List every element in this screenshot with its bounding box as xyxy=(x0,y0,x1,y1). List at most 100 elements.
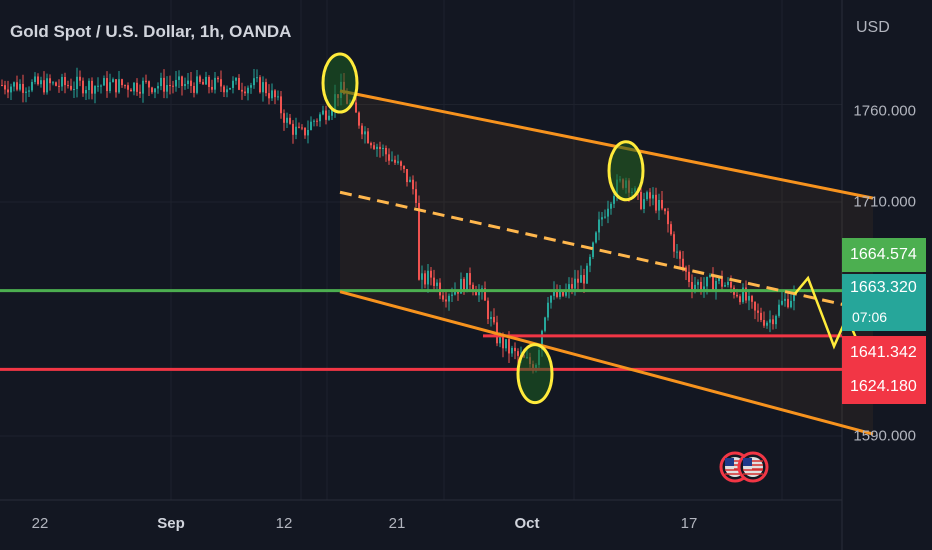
candle-body xyxy=(475,290,477,296)
candle-body xyxy=(763,319,765,326)
candle-body xyxy=(289,117,291,124)
candle-body xyxy=(760,312,762,320)
candle-body xyxy=(67,85,69,87)
candle-body xyxy=(307,129,309,136)
candle-body xyxy=(613,196,615,204)
candle-body xyxy=(586,265,588,284)
candle-body xyxy=(433,277,435,286)
candle-body xyxy=(247,87,249,94)
candle-body xyxy=(730,281,732,288)
candle-body xyxy=(418,202,420,280)
candle-body xyxy=(547,302,549,318)
candle-body xyxy=(235,77,237,81)
candle-body xyxy=(598,219,600,233)
last-price-label[interactable]: 1663.320 xyxy=(842,274,926,331)
candle-body xyxy=(595,232,597,243)
swing-low-marker xyxy=(516,343,554,405)
candle-body xyxy=(205,76,207,85)
candle-body xyxy=(580,275,582,283)
candle-body xyxy=(121,79,123,86)
flag-canton xyxy=(743,458,752,466)
candle-body xyxy=(196,76,198,93)
symbol-title[interactable]: Gold Spot / U.S. Dollar, 1h, OANDA xyxy=(10,22,292,41)
channel-fill xyxy=(340,90,873,435)
candle-body xyxy=(400,161,402,166)
candle-body xyxy=(652,194,654,199)
candle-body xyxy=(640,191,642,209)
candle-body xyxy=(310,121,312,130)
candle-body xyxy=(250,85,252,88)
candle-body xyxy=(31,81,33,91)
candle-body xyxy=(544,317,546,331)
candle-body xyxy=(487,300,489,320)
candle-body xyxy=(106,78,108,92)
candle-body xyxy=(220,79,222,87)
red-level-1-price-label[interactable]: 1641.342 xyxy=(842,336,926,370)
candle-body xyxy=(319,114,321,122)
candle-body xyxy=(406,168,408,183)
candle-body xyxy=(415,189,417,203)
candle-body xyxy=(691,281,693,290)
candle-body xyxy=(442,295,444,300)
candle-body xyxy=(568,284,570,290)
candle-body xyxy=(601,217,603,220)
candle-body xyxy=(109,82,111,92)
channel-upper-line xyxy=(339,89,874,200)
candle-body xyxy=(541,330,543,351)
green-level-price-label[interactable]: 1664.574 xyxy=(842,238,926,272)
candle-body xyxy=(7,89,9,93)
candle-body xyxy=(175,79,177,87)
candle-body xyxy=(184,84,186,87)
candle-body xyxy=(721,276,723,287)
candle-body xyxy=(136,82,138,92)
candle-body xyxy=(508,339,510,354)
candle-body xyxy=(28,90,30,92)
candle-body xyxy=(97,85,99,87)
candle-body xyxy=(277,96,279,98)
candle-body xyxy=(85,89,87,94)
candle-body xyxy=(70,85,72,90)
red-level-2-price-label[interactable]: 1624.180 xyxy=(842,370,926,404)
candle-body xyxy=(157,86,159,89)
candle-body xyxy=(502,335,504,349)
candle-body xyxy=(355,102,357,113)
candle-body xyxy=(562,290,564,296)
candle-body xyxy=(1,85,3,86)
candle-body xyxy=(394,159,396,163)
candle-body xyxy=(190,80,192,86)
candle-body xyxy=(127,85,129,90)
candle-body xyxy=(709,274,711,277)
candle-body xyxy=(298,126,300,128)
candle-body xyxy=(649,192,651,199)
candle-body xyxy=(646,192,648,200)
candle-body xyxy=(643,199,645,209)
candle-body xyxy=(160,77,162,87)
candle-body xyxy=(379,146,381,150)
candle-body xyxy=(256,77,258,79)
candle-body xyxy=(82,80,84,94)
candle-body xyxy=(94,86,96,94)
currency-label: USD xyxy=(856,19,890,36)
candle-body xyxy=(274,90,276,98)
candle-body xyxy=(46,78,48,93)
candle-body xyxy=(403,165,405,169)
candle-body xyxy=(412,179,414,190)
candle-body xyxy=(514,347,516,352)
candle-body xyxy=(181,76,183,87)
candle-body xyxy=(172,85,174,87)
swing-high-marker xyxy=(321,52,359,114)
candle-body xyxy=(658,199,660,211)
candle-body xyxy=(49,78,51,84)
flag-canton xyxy=(725,458,734,466)
candle-body xyxy=(550,295,552,303)
price-tick-1590: 1590.000 xyxy=(853,427,916,445)
time-tick-22: 22 xyxy=(31,515,49,532)
candle-body xyxy=(559,290,561,297)
channel-lower-line xyxy=(339,290,874,436)
candle-body xyxy=(409,179,411,183)
candle-body xyxy=(430,270,432,278)
candle-body xyxy=(697,281,699,285)
candle-body xyxy=(571,284,573,289)
